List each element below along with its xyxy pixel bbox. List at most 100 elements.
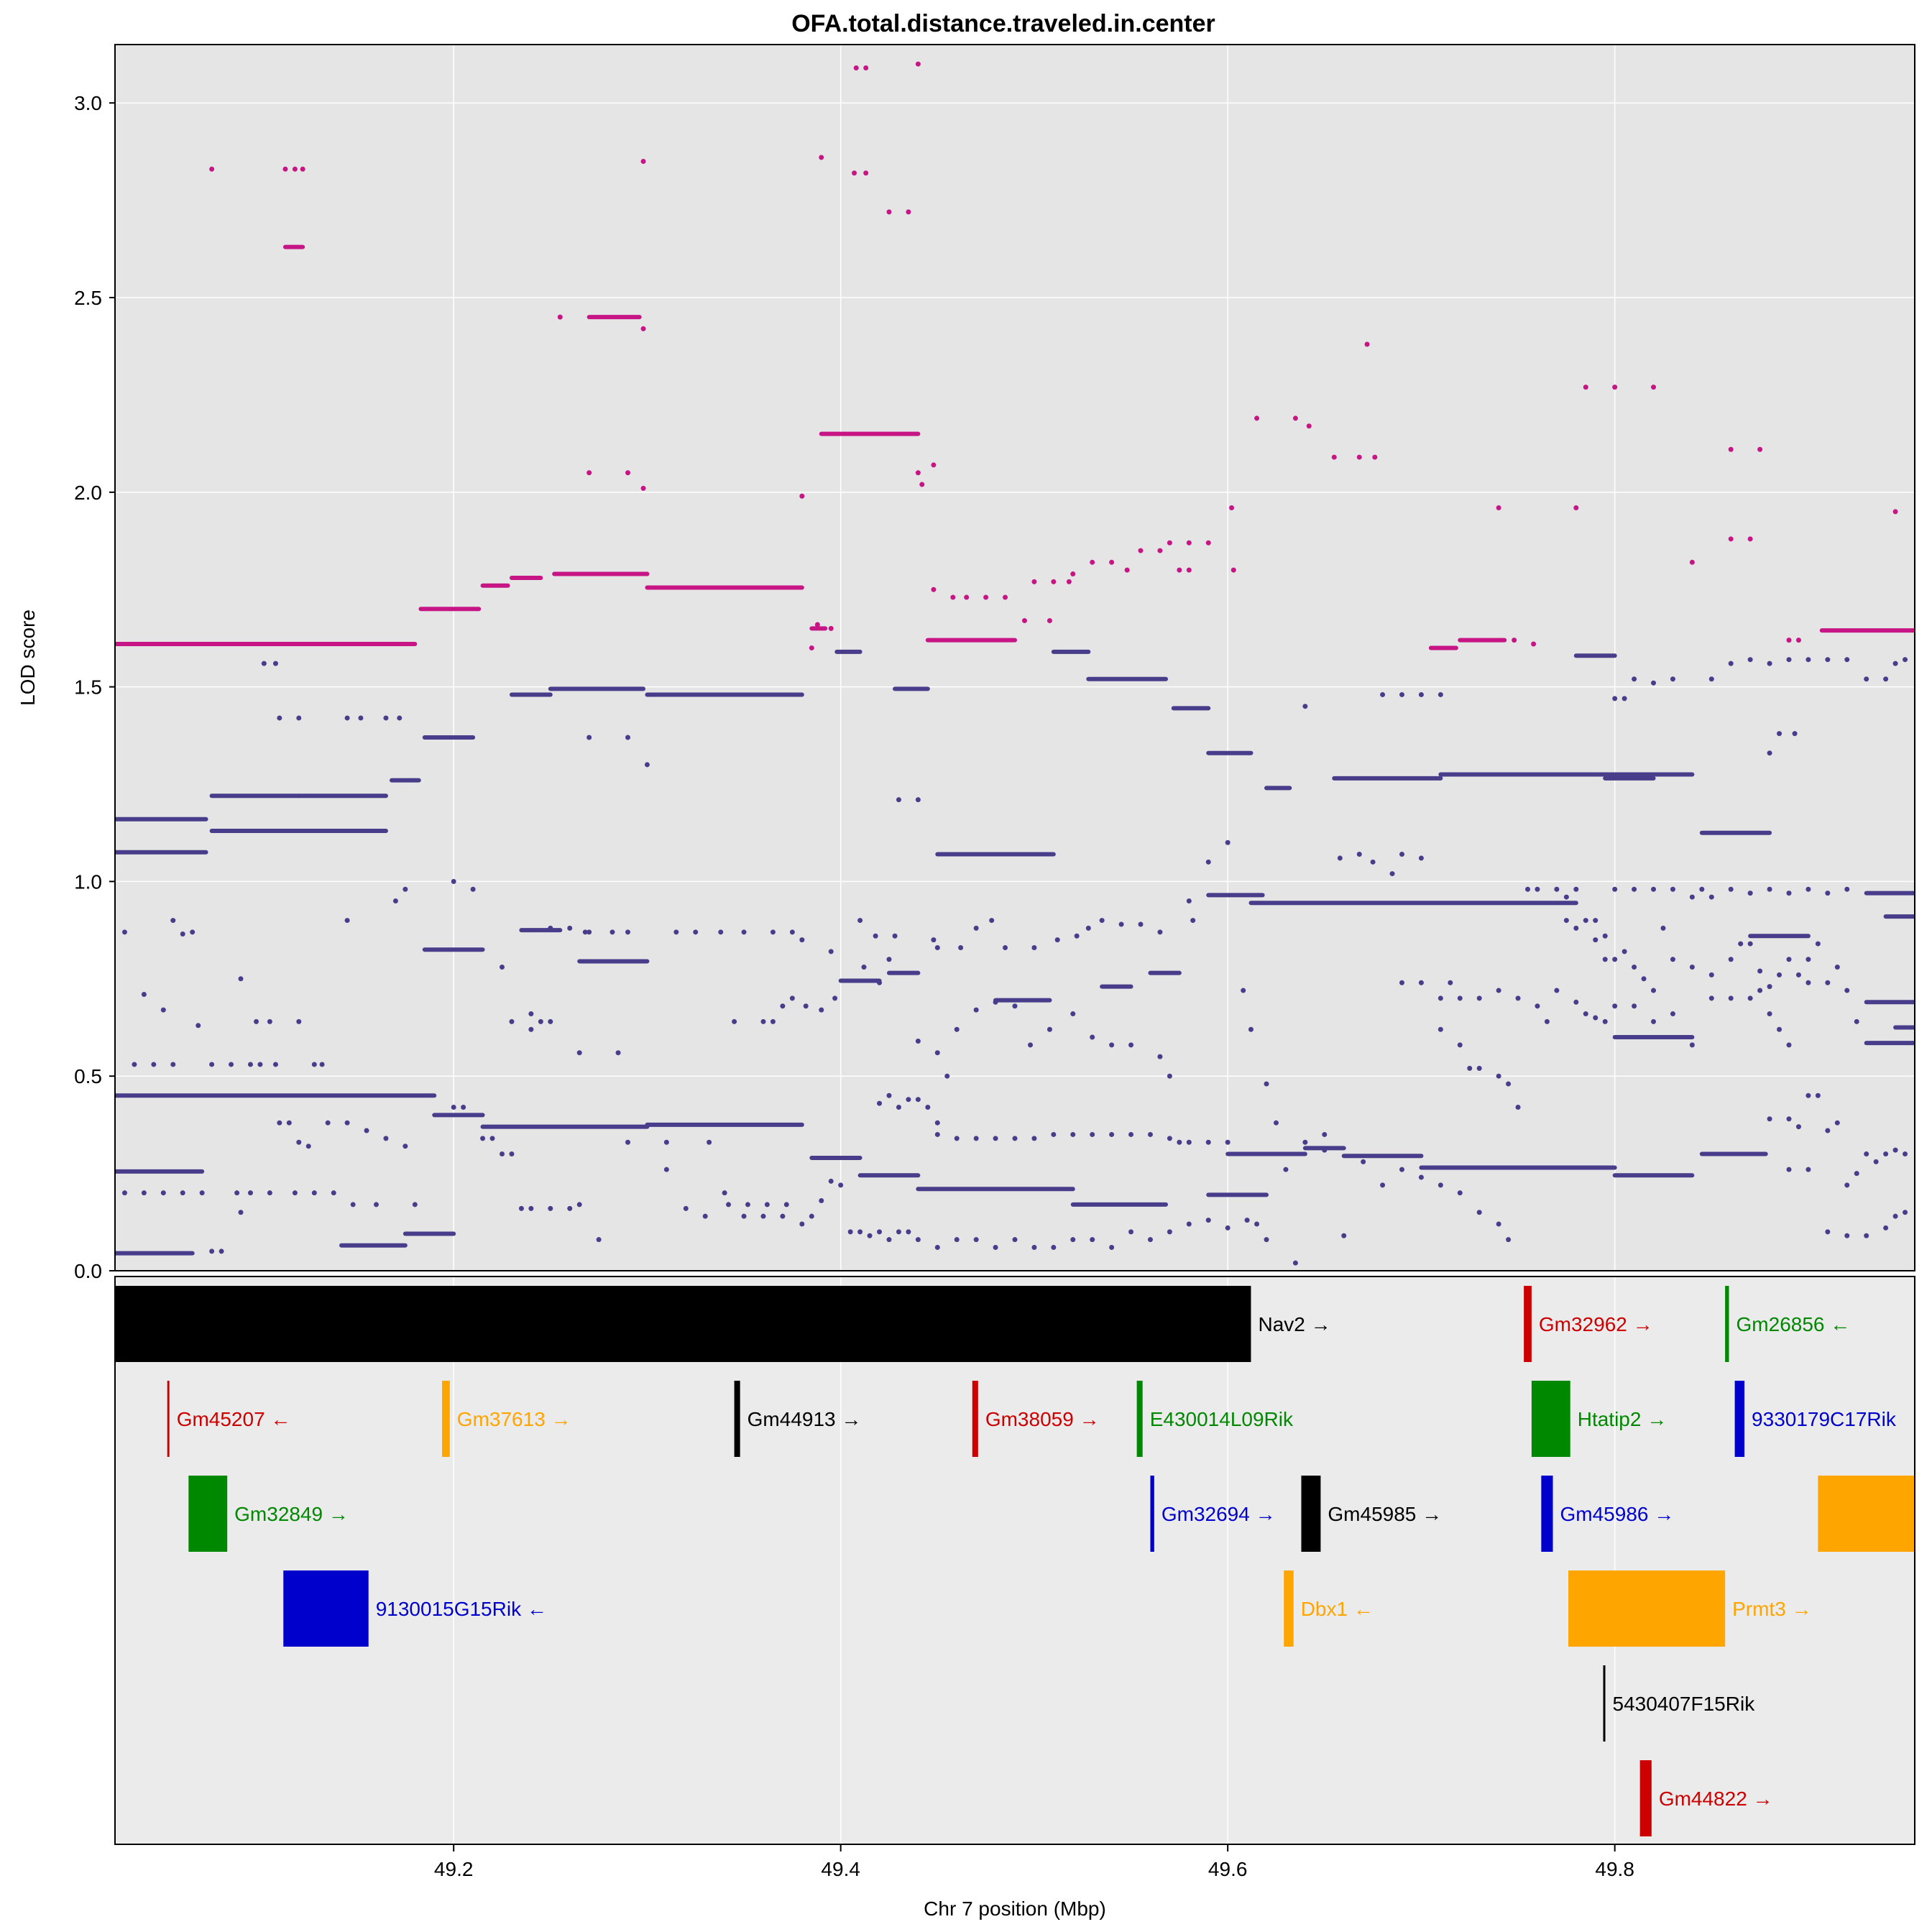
data-point: [1792, 731, 1798, 737]
data-point: [663, 1139, 669, 1145]
data-point: [296, 1139, 302, 1145]
data-point: [1670, 1011, 1675, 1017]
gene-label: 9330179C17Rik: [1752, 1408, 1897, 1430]
gene-box: [1603, 1665, 1606, 1742]
data-point: [1476, 1065, 1482, 1071]
gene-Gm45986: Gm45986 →: [1541, 1476, 1674, 1552]
data-point: [499, 1151, 505, 1157]
data-point: [1757, 446, 1763, 452]
gene-Htatip2: Htatip2 →: [1531, 1381, 1667, 1457]
data-point: [722, 1190, 727, 1196]
gene-box: [115, 1286, 1251, 1362]
data-point: [209, 166, 215, 172]
data-point: [518, 1205, 524, 1211]
data-point: [383, 1136, 389, 1141]
data-point: [1689, 1042, 1695, 1048]
data-point: [1777, 1026, 1782, 1032]
data-point: [218, 1248, 224, 1254]
data-point: [1380, 1182, 1386, 1188]
data-point: [993, 1136, 998, 1141]
data-point: [1728, 446, 1734, 452]
lod-panel: [115, 45, 1915, 1271]
data-point: [1786, 891, 1792, 896]
data-point: [1476, 1210, 1482, 1215]
data-point: [1273, 1120, 1279, 1126]
data-point: [1844, 886, 1850, 892]
data-point: [1302, 1139, 1308, 1145]
gene-label: Gm37613 →: [457, 1408, 571, 1430]
data-point: [1786, 1167, 1792, 1172]
data-point: [1066, 579, 1072, 584]
data-point: [847, 1229, 853, 1235]
data-point: [1399, 1167, 1404, 1172]
data-point: [1167, 540, 1172, 546]
data-point: [814, 622, 820, 627]
data-point: [1864, 1233, 1869, 1238]
data-point: [1651, 1018, 1657, 1024]
data-point: [1302, 704, 1308, 709]
data-point: [1689, 965, 1695, 970]
data-point: [915, 797, 921, 803]
y-tick-label: 2.5: [74, 287, 102, 309]
data-point: [1254, 1221, 1260, 1227]
data-point: [229, 1062, 234, 1067]
gene-box: [1301, 1476, 1321, 1552]
data-point: [1554, 988, 1560, 993]
data-point: [954, 1237, 960, 1243]
data-point: [973, 1007, 979, 1013]
data-point: [292, 166, 298, 172]
data-point: [397, 715, 402, 721]
data-point: [1612, 385, 1618, 390]
gene-Prmt3: Prmt3 →: [1568, 1570, 1812, 1647]
data-point: [1399, 980, 1404, 985]
data-point: [392, 898, 398, 903]
data-point: [1380, 691, 1386, 697]
data-point: [1515, 995, 1521, 1001]
gene-box: [1524, 1286, 1532, 1362]
gene-label: 9130015G15Rik ←: [376, 1598, 547, 1620]
data-point: [364, 1128, 369, 1133]
data-point: [819, 1198, 824, 1204]
data-point: [1535, 1003, 1540, 1009]
gene-Gm32962: Gm32962 →: [1524, 1286, 1653, 1362]
data-point: [1186, 1139, 1192, 1145]
gene-label: Gm38059 →: [985, 1408, 1100, 1430]
data-point: [789, 995, 795, 1001]
gene-label: Gm32849 →: [234, 1503, 349, 1525]
data-point: [190, 929, 196, 935]
data-point: [1883, 1151, 1889, 1157]
y-tick-label: 1.0: [74, 870, 102, 893]
data-point: [358, 715, 364, 721]
data-point: [1795, 972, 1801, 978]
gene-box: [1150, 1476, 1154, 1552]
data-point: [576, 1202, 582, 1208]
data-point: [1177, 567, 1182, 573]
data-point: [1157, 1054, 1163, 1059]
data-point: [373, 1202, 379, 1208]
data-point: [1651, 988, 1657, 993]
data-point: [1660, 925, 1666, 931]
data-point: [1496, 1221, 1501, 1227]
data-point: [1292, 1260, 1298, 1266]
data-point: [925, 1105, 931, 1110]
data-point: [1124, 567, 1130, 573]
data-point: [277, 715, 282, 721]
data-point: [1003, 944, 1008, 950]
data-point: [331, 1190, 336, 1196]
data-point: [1864, 1151, 1869, 1157]
data-point: [528, 1011, 534, 1017]
data-point: [402, 886, 408, 892]
y-tick-label: 0.0: [74, 1260, 102, 1282]
data-point: [267, 1190, 272, 1196]
data-point: [610, 929, 615, 935]
data-point: [1418, 855, 1424, 861]
gene-9330179C17Rik: 9330179C17Rik: [1734, 1381, 1897, 1457]
data-point: [1051, 579, 1057, 584]
data-point: [1177, 1139, 1182, 1145]
data-point: [305, 1144, 311, 1149]
data-point: [567, 925, 573, 931]
data-point: [857, 918, 863, 924]
data-point: [950, 594, 956, 600]
data-point: [1602, 933, 1608, 939]
data-point: [557, 314, 563, 320]
